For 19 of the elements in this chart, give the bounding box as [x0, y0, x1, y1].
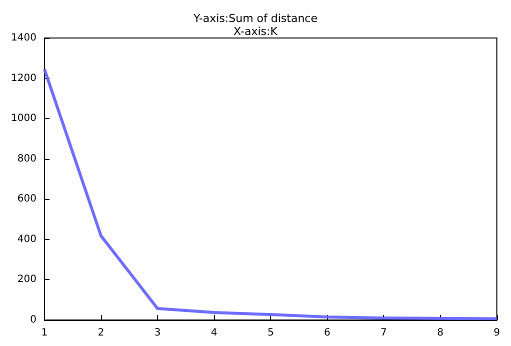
- x-tick-label: 3: [154, 328, 161, 338]
- y-tick-label: 200: [17, 274, 36, 286]
- y-tick-label: 800: [17, 153, 36, 164]
- y-tick-label: 600: [17, 194, 36, 205]
- y-tick-label: 1000: [10, 113, 36, 124]
- chart-subtitle: X-axis:K: [234, 25, 278, 38]
- y-tick-label: 1400: [10, 32, 36, 44]
- x-tick-label: 2: [98, 328, 104, 338]
- y-tick-label: 0: [30, 314, 36, 326]
- chart-title: Y-axis:Sum of distance: [192, 12, 318, 25]
- x-tick-label: 4: [210, 328, 218, 338]
- x-tick-label: 1: [41, 328, 48, 338]
- x-tick-label: 6: [324, 328, 330, 338]
- x-tick-label: 8: [437, 328, 444, 338]
- x-tick-label: 9: [494, 328, 500, 338]
- x-tick-label: 7: [380, 328, 387, 338]
- x-tick-label: 5: [267, 328, 274, 338]
- y-tick-label: 1200: [10, 72, 36, 84]
- y-tick-label: 400: [17, 234, 36, 245]
